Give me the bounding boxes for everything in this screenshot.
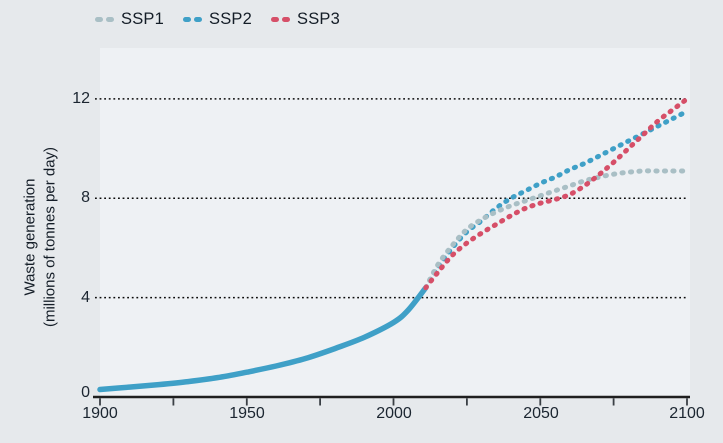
legend-item-ssp2: SSP2 <box>183 10 252 29</box>
legend-label-ssp2: SSP2 <box>209 10 252 28</box>
legend-label-ssp1: SSP1 <box>121 10 164 28</box>
chart-legend: SSP1 SSP2 SSP3 <box>95 10 340 29</box>
x-tick-label-2100: 2100 <box>669 405 705 422</box>
y-axis-title: Waste generation (millions of tonnes per… <box>21 147 60 327</box>
y-tick-label-4: 4 <box>81 289 90 306</box>
x-tick-label-2050: 2050 <box>523 405 559 422</box>
series-line-historical <box>97 284 429 393</box>
legend-label-ssp3: SSP3 <box>297 10 340 28</box>
x-tick-label-1900: 1900 <box>82 405 118 422</box>
plot-background <box>100 48 690 397</box>
y-axis-title-line2: (millions of tonnes per day) <box>41 146 58 328</box>
ssp2-line-swatch-icon <box>183 16 202 23</box>
series-line-ssp3 <box>423 96 690 291</box>
x-tick-label-2000: 2000 <box>376 405 412 422</box>
y-tick-label-0: 0 <box>81 384 90 401</box>
ssp1-line-swatch-icon <box>95 16 114 23</box>
y-axis-title-line1: Waste generation <box>21 178 39 296</box>
y-tick-label-12: 12 <box>72 90 90 107</box>
legend-item-ssp1: SSP1 <box>95 10 164 29</box>
legend-item-ssp3: SSP3 <box>271 10 340 29</box>
x-tick-label-1950: 1950 <box>229 405 265 422</box>
y-tick-label-8: 8 <box>81 189 90 206</box>
series-line-ssp1 <box>423 168 690 291</box>
ssp3-line-swatch-icon <box>271 16 290 23</box>
